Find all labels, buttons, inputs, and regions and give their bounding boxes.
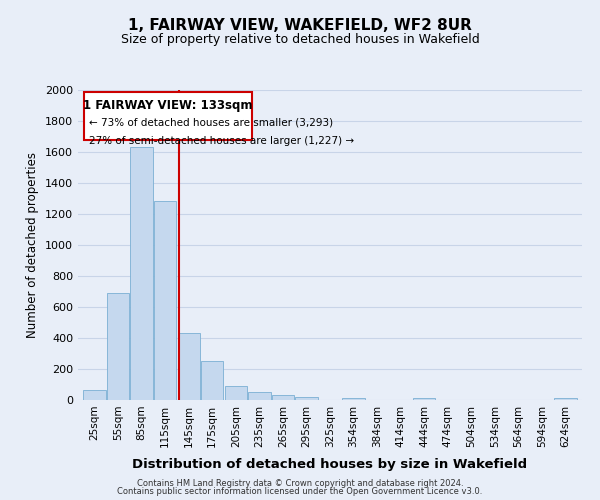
Bar <box>343 398 365 400</box>
Bar <box>224 386 247 400</box>
Text: Size of property relative to detached houses in Wakefield: Size of property relative to detached ho… <box>121 32 479 46</box>
Text: Contains public sector information licensed under the Open Government Licence v3: Contains public sector information licen… <box>118 487 482 496</box>
Bar <box>178 332 200 400</box>
Text: Contains HM Land Registry data © Crown copyright and database right 2024.: Contains HM Land Registry data © Crown c… <box>137 478 463 488</box>
FancyBboxPatch shape <box>84 92 252 140</box>
Bar <box>130 146 153 400</box>
Text: 1, FAIRWAY VIEW, WAKEFIELD, WF2 8UR: 1, FAIRWAY VIEW, WAKEFIELD, WF2 8UR <box>128 18 472 32</box>
Bar <box>295 397 317 400</box>
X-axis label: Distribution of detached houses by size in Wakefield: Distribution of detached houses by size … <box>133 458 527 471</box>
Y-axis label: Number of detached properties: Number of detached properties <box>26 152 40 338</box>
Text: ← 73% of detached houses are smaller (3,293): ← 73% of detached houses are smaller (3,… <box>89 118 333 128</box>
Bar <box>413 398 436 400</box>
Text: 1 FAIRWAY VIEW: 133sqm: 1 FAIRWAY VIEW: 133sqm <box>83 100 253 112</box>
Bar <box>201 361 223 400</box>
Bar <box>272 396 294 400</box>
Bar <box>107 293 129 400</box>
Bar <box>154 201 176 400</box>
Bar <box>248 392 271 400</box>
Text: 27% of semi-detached houses are larger (1,227) →: 27% of semi-detached houses are larger (… <box>89 136 354 146</box>
Bar <box>554 398 577 400</box>
Bar <box>83 390 106 400</box>
